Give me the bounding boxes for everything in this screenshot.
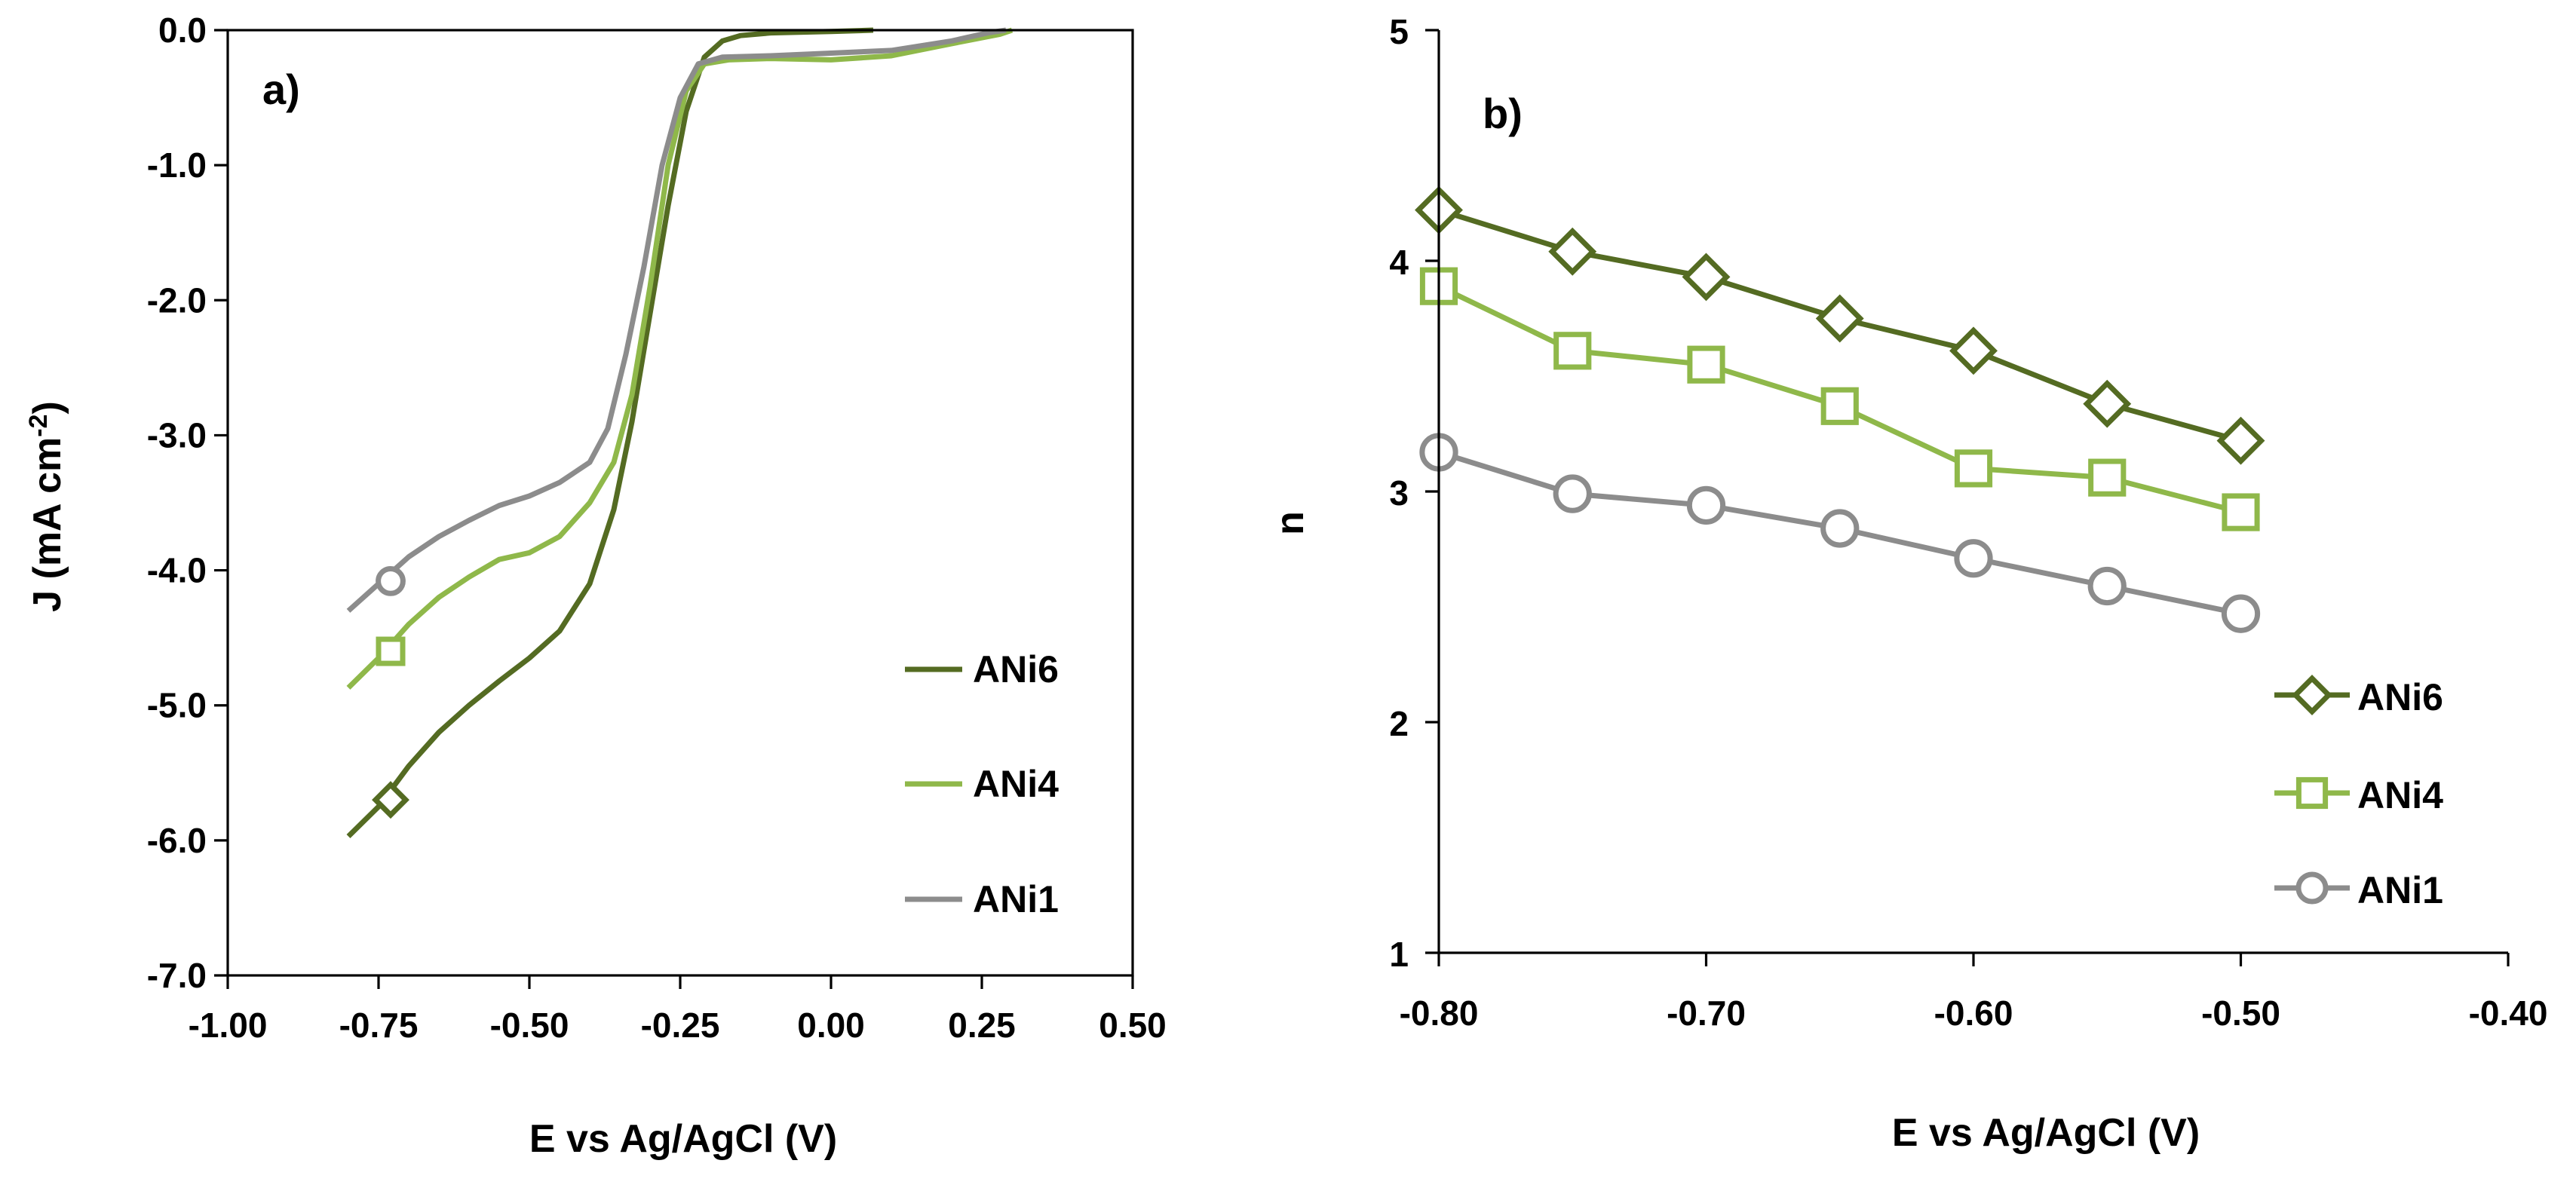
panel-a-y-tick-label: -5.0	[147, 686, 207, 725]
panel-b-y-tick-label: 3	[1389, 473, 1409, 513]
panel-a-marker-ani4	[376, 636, 406, 666]
panel-b-point-ani4	[1954, 449, 1993, 488]
panel-a-x-tick-label: -1.00	[189, 1006, 268, 1045]
panel-b-y-tick-label: 4	[1389, 243, 1409, 282]
panel-b-x-axis-label: E vs Ag/AgCl (V)	[1892, 1111, 2200, 1155]
panel-a-x-tick-label: 0.25	[948, 1006, 1016, 1045]
panel-a-plot-frame	[226, 29, 1134, 977]
panel-b-point-ani4	[2088, 458, 2127, 497]
panel-a-marker-ani1	[376, 566, 406, 596]
panel-b-point-ani1	[1954, 539, 1993, 578]
panel-b-y-tick-label: 1	[1389, 935, 1409, 974]
panel-a-y-tick-label: -2.0	[147, 280, 207, 320]
panel-b-y-tick-label: 2	[1389, 704, 1409, 743]
panel-b-series	[1415, 185, 2265, 633]
panel-a-x-tick-label: 0.00	[797, 1006, 865, 1045]
panel-b-point-ani1	[1820, 509, 1860, 548]
panel-b-legend-marker-ani4	[2295, 776, 2329, 810]
panel-a-y-tick-label: 0.0	[158, 11, 207, 50]
panel-a-legend-label-ani1: ANi1	[973, 878, 1059, 920]
panel-a-line-ani1	[346, 27, 1007, 613]
panel-a-x-tick-label: -0.25	[641, 1006, 720, 1045]
panel-a-axes: -1.00 -0.75 -0.50 -0.25 0.00 0.25 0.50 0.0 -1.0 -…	[147, 11, 1167, 1045]
panel-b-point-ani4	[1687, 345, 1725, 384]
panel-a-y-tick-label: -1.0	[147, 145, 207, 185]
panel-a-y-tick-label: -4.0	[147, 551, 207, 590]
panel-b-legend-label-ani6: ANi6	[2357, 676, 2443, 718]
panel-a-label: a)	[262, 66, 300, 113]
panel-a-series	[346, 27, 1014, 838]
panel-a-lsv-chart: a) -1.00 -0.75 -0.50 -0.25 0.00 0.25 0.500.0-1…	[24, 11, 1167, 1161]
panel-b-point-ani1	[1686, 485, 1726, 525]
panel-a-line-ani4	[346, 27, 1014, 690]
panel-b-point-ani6	[1815, 294, 1864, 343]
panel-a-marker-ani6	[372, 781, 409, 819]
panel-b-point-ani4	[2222, 493, 2260, 531]
panel-b-point-ani1	[1553, 474, 1592, 513]
panel-b-x-tick-label: -0.70	[1667, 994, 1746, 1033]
panel-b-point-ani6	[2083, 379, 2132, 428]
panel-a-y-axis-label: J (mA cm-2)	[24, 401, 69, 612]
panel-a-x-tick-label: -0.75	[339, 1006, 419, 1045]
panel-a-legend-label-ani6: ANi6	[973, 648, 1059, 690]
panel-b-point-ani6	[1949, 326, 1998, 375]
panel-a-y-tick-label: -6.0	[147, 821, 207, 860]
panel-b-x-tick-label: -0.60	[1934, 994, 2013, 1033]
panel-b-legend-marker-ani1	[2295, 871, 2329, 905]
panel-b-label: b)	[1483, 90, 1523, 137]
panel-b-legend-label-ani4: ANi4	[2357, 774, 2443, 816]
panel-a-line-ani6	[346, 27, 874, 838]
panel-b-legend: ANi6 ANi4 ANi1	[2274, 675, 2443, 911]
panel-a-x-tick-label: 0.50	[1099, 1006, 1167, 1045]
panel-b-point-ani4	[1820, 387, 1859, 425]
panel-b-point-ani6	[1548, 227, 1597, 276]
panel-b-x-tick-label: -0.80	[1400, 994, 1479, 1033]
panel-b-point-ani1	[2087, 566, 2127, 606]
panel-a-x-tick-label: -0.50	[490, 1006, 569, 1045]
panel-b-point-ani6	[2216, 416, 2265, 465]
panel-b-x-tick-label: -0.40	[2469, 994, 2548, 1033]
panel-b-legend-marker-ani6	[2292, 675, 2332, 715]
panel-a-legend: ANi6 ANi4 ANi1	[905, 648, 1059, 920]
panel-b-x-tick-label: -0.50	[2201, 994, 2280, 1033]
panel-b-y-tick-label: 5	[1389, 12, 1409, 51]
panel-b-point-ani4	[1553, 332, 1592, 370]
panel-a-y-tick-label: -3.0	[147, 415, 207, 455]
panel-b-point-ani6	[1682, 253, 1731, 302]
panel-a-y-tick-label: -7.0	[147, 956, 207, 995]
panel-b-y-axis-label: n	[1268, 511, 1312, 535]
panel-a-x-axis-label: E vs Ag/AgCl (V)	[529, 1117, 837, 1161]
panel-b-axes: -0.80 -0.70 -0.60 -0.50 -0.40 1 2 3 4 5	[1389, 12, 2547, 1033]
panel-b-point-ani1	[2221, 594, 2261, 633]
panel-a-legend-label-ani4: ANi4	[973, 763, 1059, 805]
panel-b-legend-label-ani1: ANi1	[2357, 869, 2443, 911]
